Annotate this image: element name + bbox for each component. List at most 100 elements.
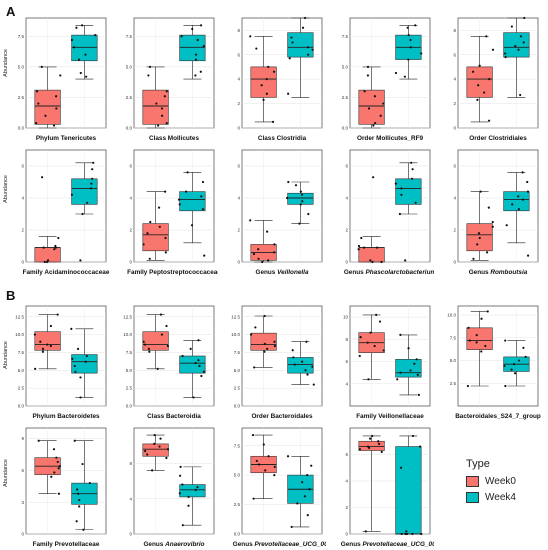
- y-tick-label: 4: [345, 196, 348, 201]
- data-point: [373, 95, 377, 98]
- data-point: [360, 236, 363, 240]
- data-point: [399, 466, 403, 469]
- data-point: [367, 107, 371, 110]
- data-point: [33, 333, 36, 336]
- data-point: [290, 525, 293, 529]
- data-point: [86, 201, 89, 204]
- y-tick-label: 7.5: [18, 34, 25, 39]
- data-point: [197, 339, 200, 342]
- data-point: [366, 341, 369, 344]
- y-tick-label: 5.0: [18, 64, 25, 69]
- y-axis-label-row3: Abundance: [2, 341, 9, 369]
- data-point: [249, 219, 252, 222]
- data-point: [517, 48, 520, 51]
- y-tick-label: 9: [21, 436, 24, 441]
- box-week0: [358, 247, 385, 263]
- data-point: [369, 437, 372, 440]
- data-point: [200, 195, 203, 198]
- y-tick-label: 8: [129, 461, 132, 466]
- panel-title-italic: Prevotellaceae_UCG_003: [254, 541, 326, 548]
- y-tick-label: 12.5: [15, 314, 24, 319]
- plot-area: [457, 305, 539, 407]
- box-plot-panel: 0 2 4 6 Genus Veillonella: [237, 149, 323, 276]
- panel-title-text: Family Peptostreptococcaceae: [127, 269, 218, 276]
- data-point: [257, 257, 260, 260]
- data-point: [267, 455, 270, 458]
- data-point: [257, 463, 261, 466]
- data-point: [311, 48, 314, 51]
- data-point: [84, 53, 87, 56]
- data-point: [257, 248, 260, 251]
- data-point: [35, 90, 39, 93]
- y-tick-label: 12.5: [231, 314, 240, 319]
- data-point: [144, 449, 147, 453]
- data-point: [522, 41, 525, 44]
- panel-title-italic: Phascolarctobacterium: [365, 269, 434, 276]
- data-point: [180, 35, 183, 38]
- data-point: [46, 260, 49, 264]
- data-point: [85, 75, 88, 78]
- data-point: [46, 343, 49, 346]
- data-point: [273, 474, 276, 477]
- data-point: [366, 445, 370, 448]
- panel-title-text: Family Veillonellaceae: [356, 413, 424, 420]
- panel-title: Genus Anaerovibrio: [143, 541, 204, 548]
- box-week4: [71, 34, 98, 62]
- legend: Type Week0 Week4: [466, 458, 516, 508]
- y-tick-label: 0: [453, 126, 456, 131]
- data-point: [287, 180, 290, 184]
- panel-title: Phylum Bacteroidetes: [32, 413, 100, 420]
- data-point: [54, 95, 58, 98]
- data-point: [358, 448, 362, 451]
- data-point: [265, 78, 268, 81]
- data-point: [37, 102, 40, 105]
- data-point: [55, 107, 58, 110]
- box-week4: [503, 191, 530, 212]
- data-point: [191, 27, 194, 31]
- data-point: [164, 251, 167, 254]
- y-tick-label: 0: [129, 532, 132, 537]
- data-point: [294, 184, 298, 187]
- data-point: [306, 373, 309, 376]
- data-point: [407, 58, 410, 61]
- data-point: [522, 346, 525, 349]
- data-point: [192, 396, 195, 399]
- y-tick-label: 6: [237, 52, 240, 57]
- data-point: [149, 220, 152, 224]
- data-point: [158, 225, 161, 228]
- data-point: [251, 433, 255, 437]
- data-point: [263, 342, 266, 345]
- data-point: [194, 74, 197, 77]
- panel-title-text: Genus: [469, 269, 491, 276]
- data-point: [187, 495, 190, 498]
- data-point: [371, 434, 374, 438]
- data-point: [202, 370, 206, 373]
- data-point: [517, 359, 521, 362]
- data-point: [70, 38, 74, 42]
- box-week0: [142, 89, 169, 125]
- data-point: [410, 177, 414, 180]
- data-point: [488, 78, 491, 81]
- data-point: [292, 356, 295, 359]
- data-point: [378, 320, 382, 323]
- data-point: [420, 532, 423, 536]
- y-tick-label: 0: [21, 260, 24, 265]
- data-point: [296, 502, 299, 505]
- data-point: [298, 222, 301, 225]
- y-tick-label: 6: [129, 164, 132, 169]
- data-point: [517, 195, 520, 198]
- y-tick-label: 4: [345, 479, 348, 484]
- y-tick-label: 0: [237, 126, 240, 131]
- data-point: [177, 198, 181, 201]
- y-tick-label: 0: [129, 260, 132, 265]
- data-point: [77, 492, 80, 495]
- data-point: [364, 530, 367, 533]
- data-point: [303, 16, 307, 20]
- y-tick-label: 6: [345, 452, 348, 457]
- y-tick-label: 0: [237, 260, 240, 265]
- data-point: [34, 367, 37, 370]
- data-point: [478, 64, 481, 67]
- data-point: [94, 34, 97, 37]
- panel-title-italic: Prevotellaceae_UCG_001: [362, 541, 434, 548]
- data-point: [286, 455, 290, 458]
